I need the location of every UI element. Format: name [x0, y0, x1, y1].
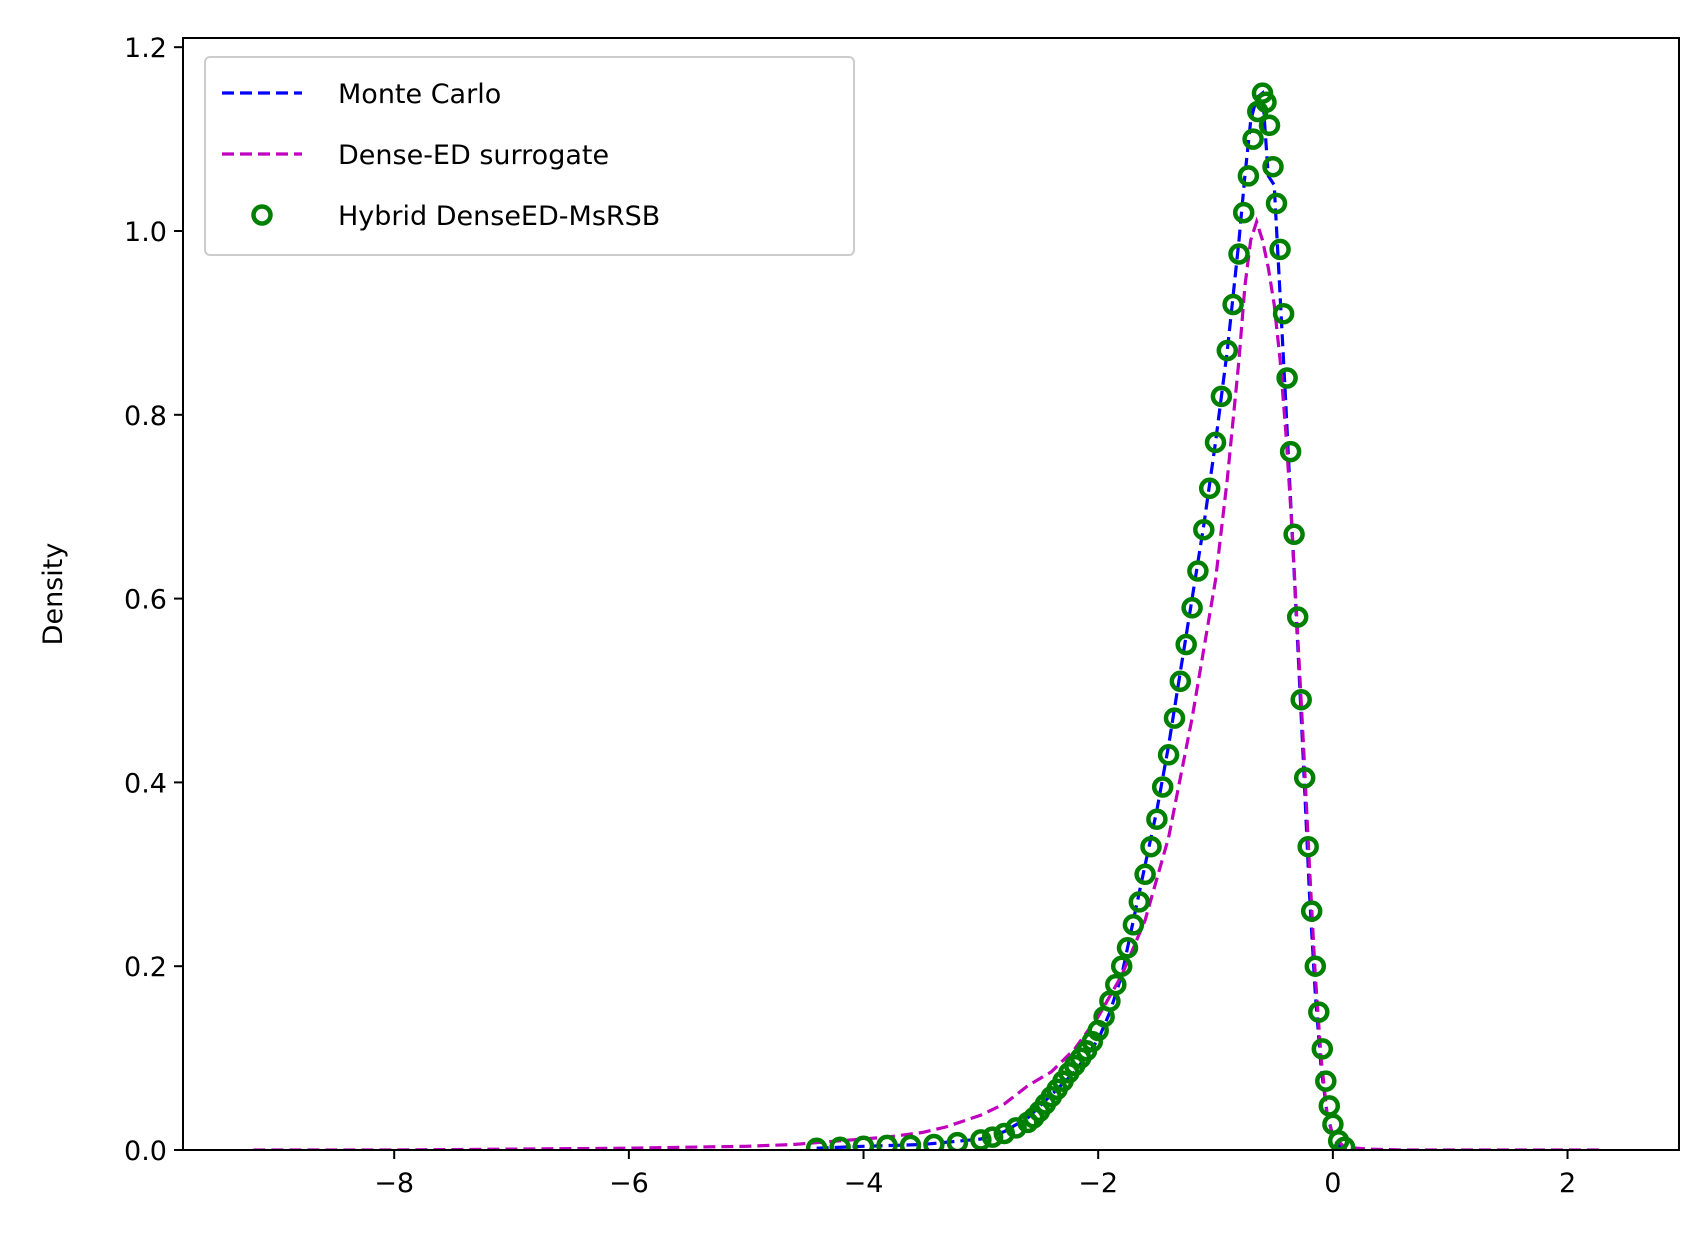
data-point	[1228, 243, 1250, 265]
data-point	[1151, 776, 1174, 798]
data-point	[1232, 201, 1255, 224]
data-point	[1210, 385, 1233, 408]
y-tick-label: 1.0	[124, 217, 167, 248]
legend: Monte Carlo Dense-ED surrogate Hybrid Dens…	[204, 56, 855, 256]
data-point	[1204, 431, 1227, 454]
data-point	[1333, 1136, 1356, 1150]
data-point	[1242, 128, 1264, 150]
data-point	[1128, 891, 1151, 913]
data-point	[1105, 973, 1127, 996]
data-point	[1169, 670, 1192, 693]
data-point	[1297, 835, 1319, 858]
data-point	[1279, 440, 1302, 463]
data-point	[1315, 1070, 1337, 1092]
data-point	[1122, 914, 1145, 936]
data-point	[1308, 1001, 1330, 1023]
x-tick-label: 2	[1559, 1168, 1576, 1199]
data-point	[1269, 238, 1291, 261]
series-line-1	[253, 216, 1603, 1150]
y-tick-label: 0.4	[124, 768, 167, 799]
data-point	[1262, 155, 1284, 178]
y-tick-label: 0.0	[124, 1136, 167, 1167]
x-tick-label: 0	[1324, 1168, 1341, 1199]
x-tick-label: −2	[1078, 1168, 1118, 1199]
legend-label: Monte Carlo	[338, 79, 501, 110]
data-point	[1110, 955, 1133, 977]
data-point	[829, 1136, 851, 1150]
data-point	[981, 1126, 1004, 1148]
x-tick-label: −8	[374, 1168, 414, 1199]
x-tick-label: −6	[609, 1168, 649, 1199]
y-axis: 0.0 0.2 0.4 0.6 0.8 1.0 1.2	[124, 33, 183, 1167]
data-point	[1258, 114, 1281, 137]
data-point	[1300, 900, 1323, 922]
data-point	[1255, 91, 1277, 114]
x-tick-label: −4	[844, 1168, 884, 1199]
data-point	[923, 1133, 945, 1150]
x-axis: −8 −6 −4 −2 0 2	[374, 1150, 1576, 1199]
y-tick-label: 1.2	[124, 33, 167, 64]
y-tick-label: 0.6	[124, 585, 167, 616]
y-tick-label: 0.8	[124, 401, 167, 432]
data-point	[1216, 339, 1239, 362]
data-point	[1175, 633, 1197, 656]
data-point	[970, 1129, 992, 1150]
legend-label: Hybrid DenseED-MsRSB	[338, 201, 660, 232]
data-point	[1272, 302, 1295, 325]
data-point	[1265, 192, 1288, 215]
legend-box	[204, 56, 855, 256]
data-point	[1318, 1095, 1341, 1117]
data-point	[1146, 808, 1168, 830]
data-point	[1286, 606, 1309, 628]
data-point	[1163, 707, 1186, 729]
data-point	[1187, 560, 1209, 582]
data-point	[852, 1135, 875, 1150]
data-point	[1290, 688, 1312, 711]
data-point	[1311, 1038, 1334, 1060]
data-point	[1283, 523, 1305, 546]
data-point	[1181, 597, 1203, 619]
y-axis-label: Density	[38, 543, 69, 646]
series-markers-2	[805, 82, 1356, 1150]
plot-frame	[182, 37, 1680, 1151]
data-point	[946, 1131, 969, 1150]
data-point	[1157, 744, 1180, 766]
data-point	[1193, 518, 1215, 541]
data-point	[1293, 767, 1316, 789]
data-point	[1140, 835, 1162, 858]
legend-label: Dense-ED surrogate	[338, 140, 609, 171]
data-point	[1276, 367, 1298, 389]
series-layer	[253, 82, 1603, 1150]
data-point	[1116, 937, 1139, 959]
data-point	[1222, 293, 1244, 316]
y-tick-label: 0.2	[124, 952, 167, 983]
data-point	[876, 1134, 898, 1150]
data-point	[1198, 477, 1221, 500]
data-point	[899, 1134, 922, 1150]
data-point	[1237, 165, 1260, 187]
data-point	[1304, 955, 1327, 977]
data-point	[1134, 863, 1156, 886]
data-point	[805, 1137, 828, 1150]
legend-swatch	[251, 204, 273, 226]
